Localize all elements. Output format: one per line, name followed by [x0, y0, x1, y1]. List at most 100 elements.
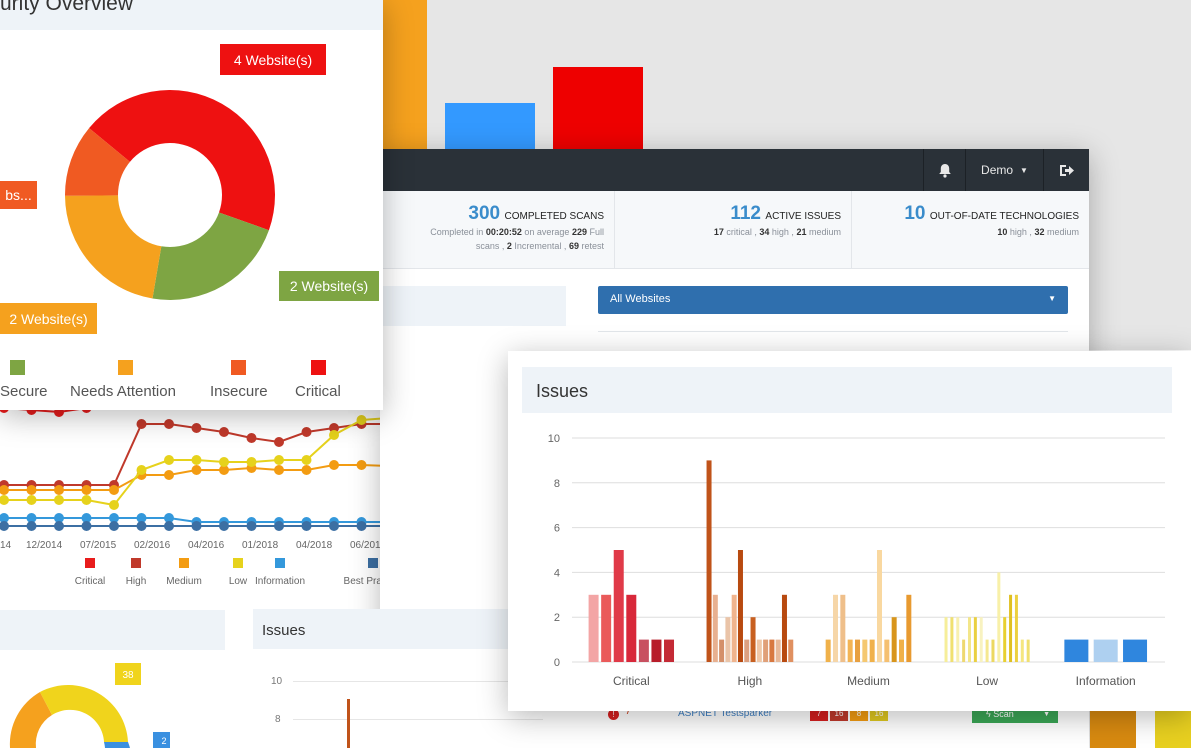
trend-x-label: 02/2016 — [134, 540, 171, 551]
chart-bar — [347, 699, 350, 748]
donut-label-2: 2 — [161, 736, 166, 746]
bar-medium — [847, 639, 853, 662]
y-tick-label: 10 — [548, 433, 560, 445]
trend-legend-label: Low — [229, 576, 248, 587]
trend-point — [219, 457, 229, 467]
donut-slice-critical — [89, 89, 276, 231]
bar-critical — [588, 594, 599, 662]
gridline — [293, 681, 543, 682]
trend-point — [26, 485, 37, 495]
bar-high — [781, 594, 787, 662]
website-name-link[interactable]: ASPNET Testsparker — [678, 708, 773, 719]
trend-point — [246, 457, 257, 467]
bar-medium — [891, 617, 897, 662]
background-bar-orange — [380, 0, 427, 150]
trend-point — [356, 460, 367, 470]
caret-down-icon: ▼ — [1020, 165, 1028, 175]
bar-information — [1123, 639, 1148, 662]
bar-high — [725, 617, 731, 662]
bar-high — [731, 594, 737, 662]
trend-point — [356, 521, 367, 531]
trend-point — [109, 500, 119, 510]
trend-legend-swatch — [131, 558, 141, 568]
trend-point — [81, 485, 92, 495]
trend-point — [136, 513, 147, 523]
bar-low — [1020, 639, 1024, 662]
bar-low — [991, 639, 995, 662]
x-category-label: Medium — [847, 674, 890, 688]
outdated-tech-number: 10 — [904, 203, 926, 224]
bar-low — [950, 617, 954, 662]
gridline — [293, 719, 543, 720]
bar-medium — [862, 639, 868, 662]
trend-point — [109, 521, 119, 531]
donut-slice-needs-attention — [65, 195, 162, 299]
small-issues-ylabel-10: 10 — [271, 676, 283, 687]
bar-medium — [855, 639, 860, 662]
bar-critical — [613, 550, 624, 662]
outdated-tech-stat: 10 OUT-OF-DATE TECHNOLOGIES 10 high , 32… — [852, 191, 1089, 269]
outdated-tech-detail: 10 high , 32 medium — [997, 227, 1079, 237]
y-tick-label: 6 — [554, 523, 560, 535]
trend-point — [0, 485, 9, 495]
needs-attention-websites-label: 2 Website(s) — [0, 303, 97, 334]
background-bar-yellow — [1155, 705, 1191, 748]
trend-point — [164, 419, 174, 429]
bar-medium — [840, 594, 846, 662]
trend-point — [274, 465, 284, 475]
trend-point — [191, 465, 202, 475]
bar-medium — [825, 639, 831, 662]
bar-critical — [651, 639, 662, 662]
notifications-button[interactable] — [923, 149, 965, 191]
bar-medium — [906, 594, 912, 662]
completed-scans-number: 300 — [468, 203, 501, 224]
donut-slice-secure — [152, 212, 269, 300]
trend-point — [219, 521, 229, 531]
security-overview-title: urity Overview — [0, 0, 134, 15]
bar-medium — [884, 639, 890, 662]
issues-bar-chart: 0 2 4 6 8 10 Critical High Medium Low Information — [548, 433, 1165, 688]
bar-low — [956, 617, 960, 662]
trend-point — [0, 513, 9, 523]
small-donut-panel-header — [0, 610, 225, 650]
background-bar-red — [553, 67, 643, 150]
security-overview-panel: urity Overview 4 Website(s) bs... 2 Webs… — [0, 0, 383, 410]
completed-scans-detail-1: Completed in 00:20:52 on average 229 Ful… — [430, 227, 604, 237]
logout-button[interactable] — [1043, 149, 1089, 191]
trend-point — [81, 495, 92, 505]
bar-critical — [626, 594, 637, 662]
donut-label-box — [115, 663, 141, 685]
caret-down-icon: ▼ — [1048, 294, 1056, 303]
trend-legend-label: Medium — [166, 576, 202, 587]
user-menu-button[interactable]: Demo ▼ — [965, 149, 1043, 191]
trend-point — [136, 419, 147, 429]
legend-needs-attention-label: Needs Attention — [70, 383, 176, 400]
caret-down-icon: ▼ — [1043, 711, 1050, 718]
website-select[interactable]: All Websites ▼ — [598, 286, 1068, 314]
trend-point — [164, 455, 174, 465]
trend-point — [246, 433, 257, 443]
bar-low — [1003, 617, 1007, 662]
trend-point — [0, 521, 9, 531]
trend-point — [301, 465, 312, 475]
bar-information — [1093, 639, 1118, 662]
divider — [598, 331, 1068, 332]
bar-critical — [664, 639, 675, 662]
outdated-tech-caption: OUT-OF-DATE TECHNOLOGIES — [929, 211, 1079, 222]
bar-low — [1014, 594, 1018, 662]
active-issues-stat: 112 ACTIVE ISSUES 17 critical , 34 high … — [615, 191, 852, 269]
stats-bar: 300 COMPLETED SCANS Completed in 00:20:5… — [380, 191, 1089, 269]
trend-point — [356, 415, 367, 425]
x-category-label: High — [738, 674, 763, 688]
legend-critical-swatch — [311, 360, 326, 375]
bar-low — [944, 617, 948, 662]
trend-point — [329, 423, 339, 433]
y-tick-label: 0 — [554, 657, 560, 669]
critical-websites-label: 4 Website(s) — [220, 44, 326, 75]
trend-point — [274, 455, 284, 465]
issues-chart-panel: Issues 0 2 4 6 8 10 Critical High Medium Low Info… — [508, 351, 1191, 711]
bar-high — [744, 639, 750, 662]
small-issues-title: Issues — [262, 622, 306, 639]
security-overview-header: urity Overview — [0, 0, 383, 30]
trend-point — [191, 521, 202, 531]
